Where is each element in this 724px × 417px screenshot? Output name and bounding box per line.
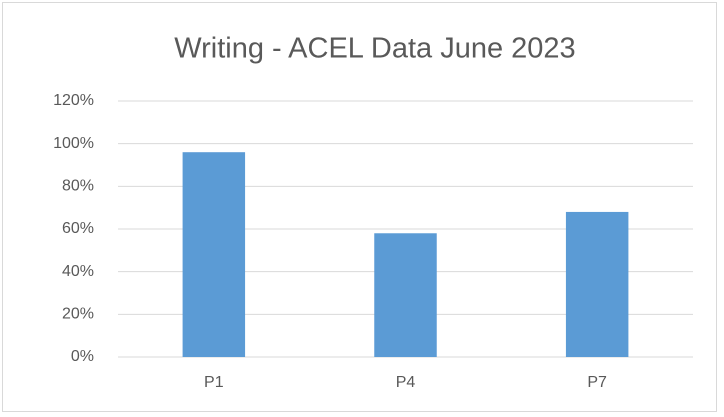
- y-tick-label: 40%: [62, 263, 94, 280]
- x-tick-label: P4: [396, 374, 416, 391]
- y-tick-label: 60%: [62, 220, 94, 237]
- bar: [182, 152, 246, 357]
- chart-title: Writing - ACEL Data June 2023: [174, 33, 575, 65]
- y-tick-label: 80%: [62, 178, 94, 195]
- x-tick-label: P1: [204, 374, 224, 391]
- y-tick-label: 0%: [71, 348, 94, 365]
- bar: [565, 211, 629, 357]
- bar: [374, 233, 437, 357]
- x-tick-label: P7: [587, 374, 607, 391]
- y-tick-label: 120%: [53, 92, 94, 109]
- y-tick-label: 20%: [62, 306, 94, 323]
- y-tick-label: 100%: [53, 135, 94, 152]
